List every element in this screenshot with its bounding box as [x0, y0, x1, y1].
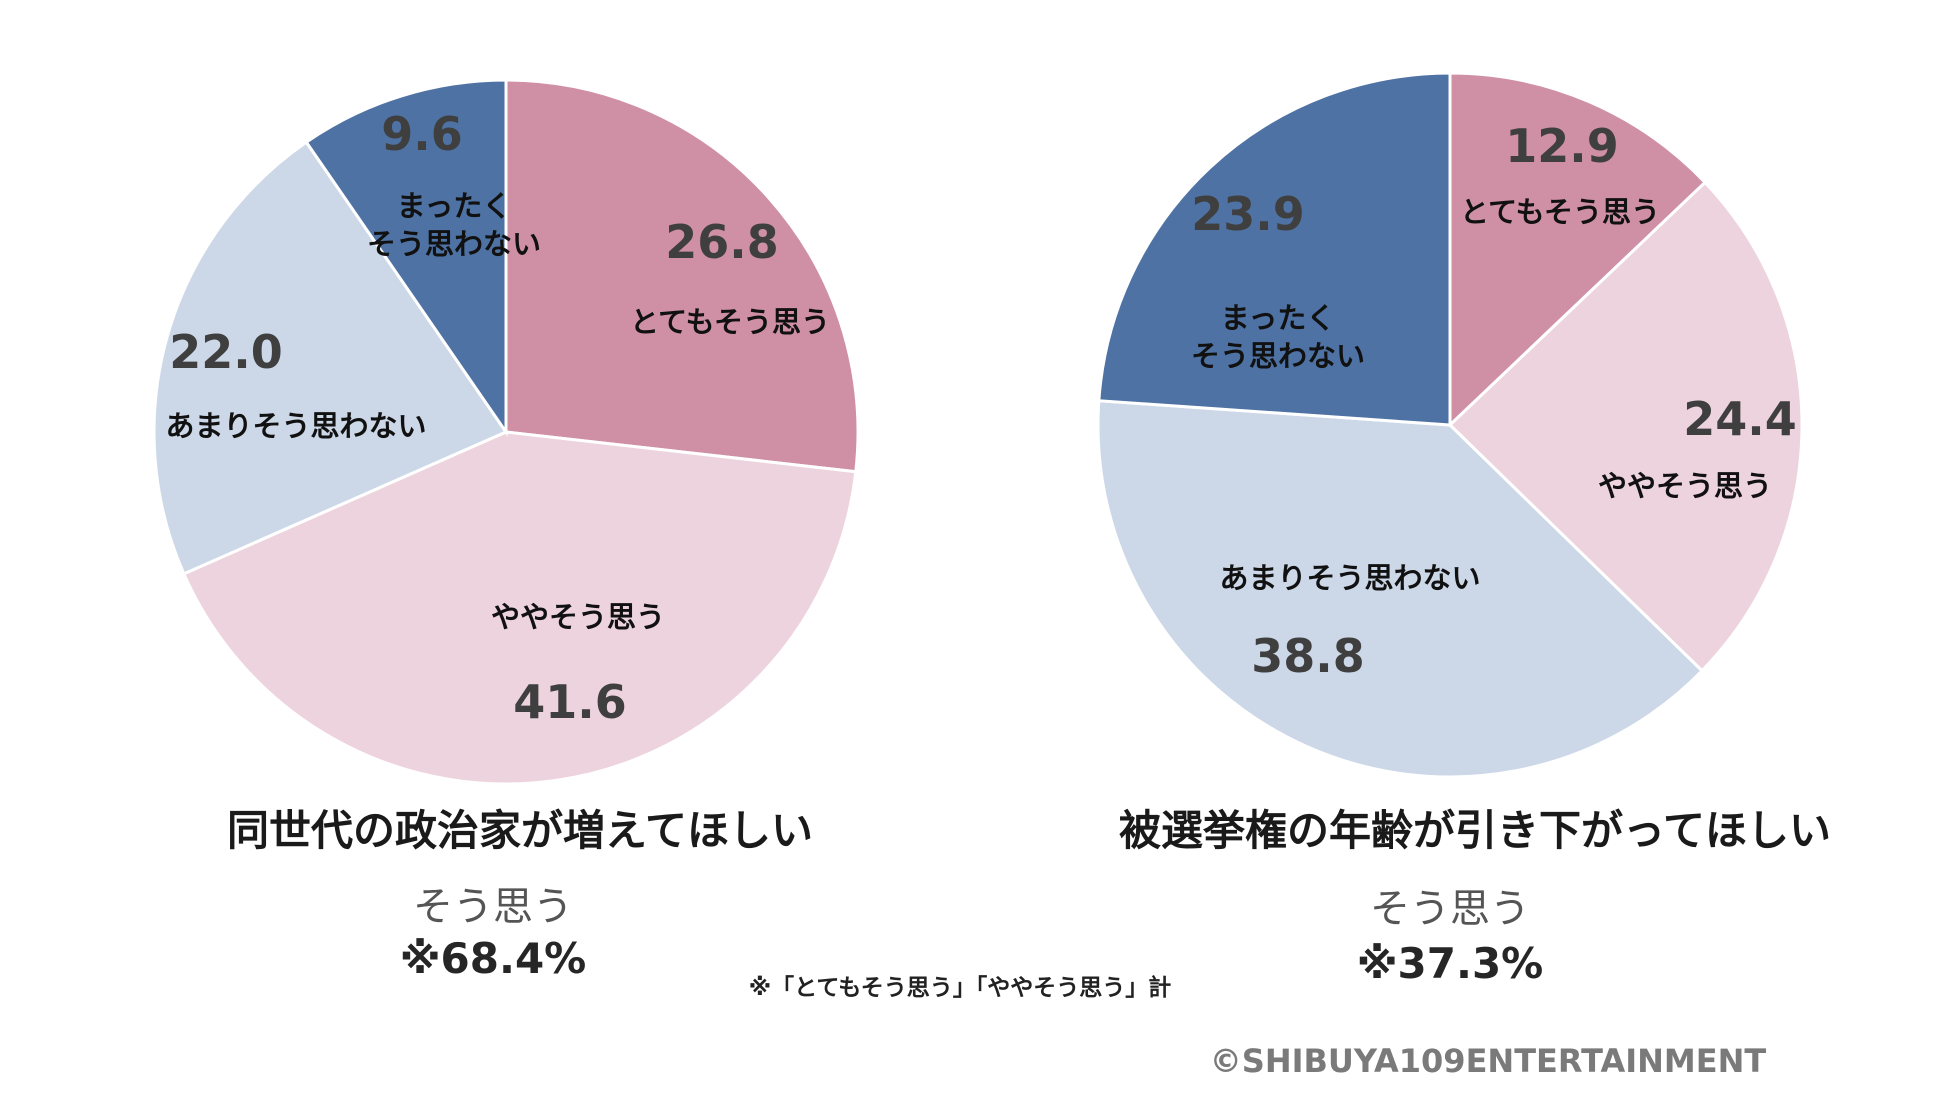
- slice-value-label: 26.8: [665, 215, 779, 269]
- pie-slice-2: [181, 430, 858, 786]
- slice-category-label: まったくそう思わない: [1191, 301, 1365, 373]
- pie-slice-3: [152, 140, 509, 576]
- chart-title-candidacy-age: 被選挙権の年齢が引き下がってほしい: [1119, 806, 1831, 855]
- slice-category-label: ややそう思う: [491, 600, 665, 634]
- chart-title-politicians: 同世代の政治家が増えてほしい: [227, 806, 813, 855]
- pie-slice-4: [304, 78, 508, 437]
- pie-slice-3: [1096, 399, 1705, 779]
- slice-category-label: あまりそう思わない: [1219, 561, 1480, 595]
- pie-slice-4: [1097, 71, 1452, 427]
- slice-value-label: 22.0: [169, 325, 283, 379]
- slice-category-label: とてもそう思う: [630, 305, 830, 339]
- pie-chart-politicians: 26.8 とてもそう思う 41.6 ややそう思う 22.0 あまりそう思わない 9.6 まった…: [152, 78, 860, 786]
- slice-value-label: 23.9: [1191, 187, 1305, 241]
- slice-value-label: 38.8: [1251, 629, 1365, 683]
- slice-value-label: 41.6: [513, 675, 627, 729]
- copyright: ©SHIBUYA109ENTERTAINMENT: [1210, 1042, 1767, 1080]
- slice-value-label: 12.9: [1505, 119, 1619, 173]
- slice-category-label: まったくそう思わない: [367, 189, 541, 261]
- pie-slice-1: [1448, 71, 1708, 429]
- slice-value-label: 24.4: [1683, 392, 1797, 446]
- pie-slice-2: [1447, 180, 1804, 673]
- slice-category-label: とてもそう思う: [1460, 195, 1660, 229]
- summary-label-politicians: そう思う: [413, 884, 573, 930]
- pie-chart-candidacy-age: 12.9 とてもそう思う 24.4 ややそう思う 38.8 あまりそう思わない 23.9 まっ…: [1096, 71, 1804, 779]
- slice-category-label: ややそう思う: [1598, 469, 1772, 503]
- summary-value-politicians: ※68.4%: [400, 934, 587, 983]
- slice-category-label: あまりそう思わない: [165, 409, 426, 443]
- summary-label-candidacy-age: そう思う: [1370, 886, 1530, 932]
- pie-slice-1: [504, 78, 860, 474]
- slice-value-label: 9.6: [381, 107, 463, 161]
- footnote: ※「とてもそう思う」「ややそう思う」計: [749, 974, 1172, 1001]
- summary-value-candidacy-age: ※37.3%: [1357, 939, 1544, 988]
